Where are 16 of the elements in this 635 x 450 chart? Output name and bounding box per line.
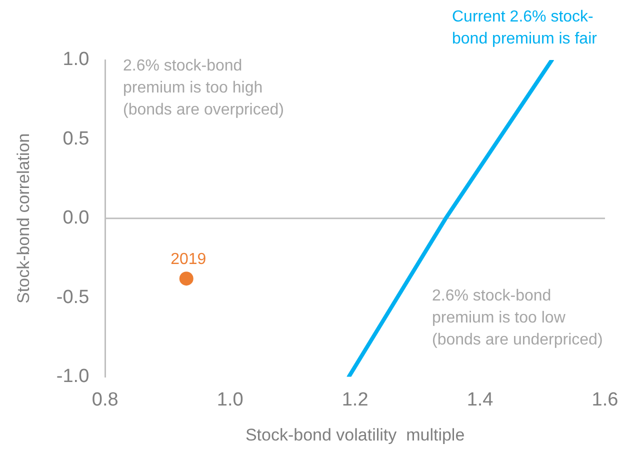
annotation: 2.6% stock-bond premium is too low (bonds are underpriced) — [432, 287, 603, 348]
y-tick-label: -1.0 — [56, 366, 90, 388]
y-tick-label: 0.5 — [62, 128, 90, 150]
x-tick-label: 1.6 — [592, 389, 618, 410]
series-label: 2019 — [170, 251, 206, 268]
x-tick-label: 1.2 — [342, 389, 368, 410]
text: Current 2.6% stock-bond premium is fair — [452, 8, 598, 48]
annotation: 2.6% stock-bond premium is too high (bonds are overpriced) — [123, 57, 284, 118]
y-axis-title: Stock-bond correlation — [14, 133, 33, 304]
x-axis-title: Stock-bond volatility multiple — [245, 425, 465, 444]
y-tick-label: 0.0 — [62, 208, 90, 229]
y-tick-label: 1.0 — [62, 49, 90, 70]
y-tick-label: -0.5 — [56, 286, 90, 308]
x-tick-label: 1.0 — [216, 389, 244, 410]
x-tick-label: 0.8 — [92, 389, 118, 410]
x-tick-label: 1.4 — [466, 389, 494, 410]
